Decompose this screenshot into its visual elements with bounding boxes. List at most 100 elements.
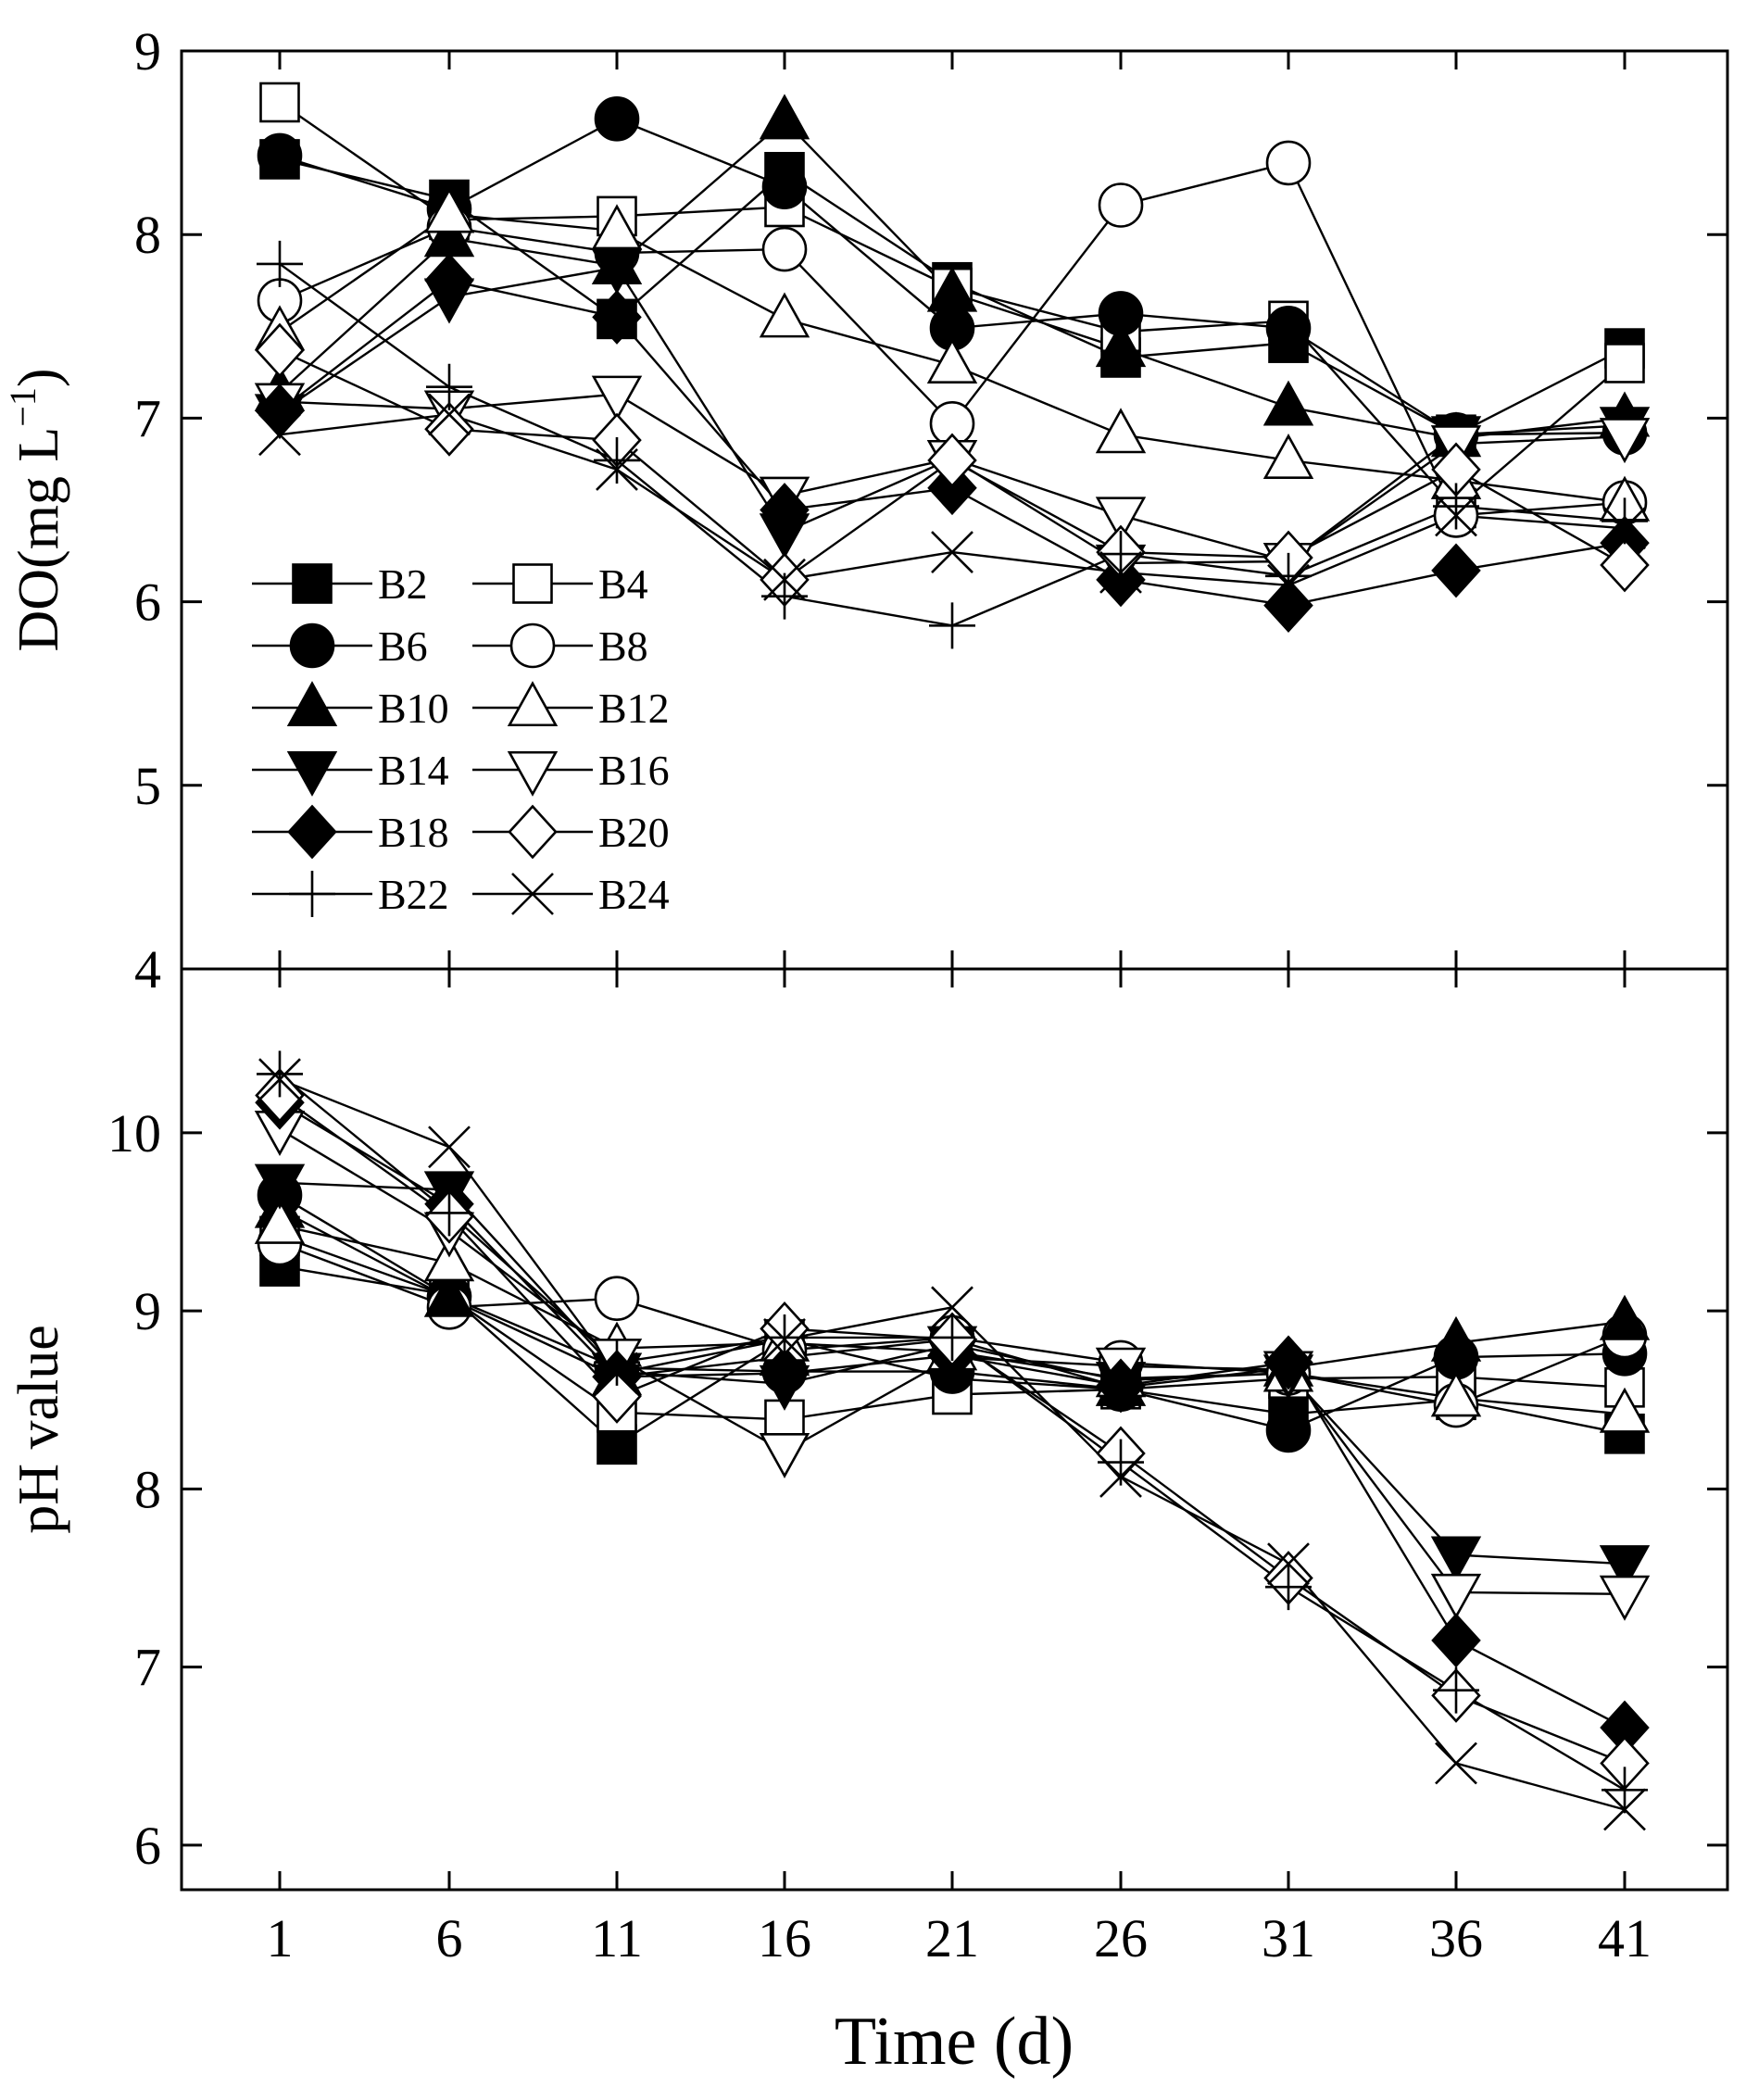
x-tick-label: 41 (1598, 1908, 1652, 1968)
point-B12-36 (1430, 1371, 1482, 1417)
point-B24-1 (258, 1058, 301, 1101)
point-B24-31 (1267, 1542, 1310, 1586)
point-B22-36 (1433, 1666, 1479, 1714)
point-B24-26 (1099, 1455, 1142, 1498)
legend-item-B10: B10 (252, 681, 449, 732)
legend-item-B20: B20 (472, 804, 670, 860)
legend-item-B2: B2 (252, 560, 428, 608)
point-B12-21 (926, 337, 978, 384)
point-B22-6 (426, 363, 472, 410)
point-B10-16 (759, 94, 810, 140)
point-B18-11 (592, 289, 642, 345)
x-axis-title: Time (d) (835, 2004, 1074, 2080)
legend-item-B16: B16 (472, 747, 670, 797)
point-B16-36 (1430, 1573, 1482, 1619)
point-B12-1 (254, 1198, 306, 1244)
point-B22-31 (1265, 1564, 1312, 1611)
point-B8-11 (594, 1276, 640, 1321)
legend-marker-B24 (511, 873, 554, 915)
legend-item-B6: B6 (252, 622, 428, 670)
point-B24-26 (1099, 550, 1142, 594)
point-B24-6 (428, 1125, 471, 1169)
x-tick-label: 26 (1094, 1908, 1148, 1968)
legend-item-B12: B12 (472, 681, 670, 732)
point-B18-26 (1096, 1358, 1146, 1414)
ph-y-tick-label: 7 (134, 1638, 161, 1698)
legend-marker-B20 (508, 804, 558, 860)
do-y-tick-label: 8 (134, 205, 161, 265)
point-B22-11 (594, 1339, 640, 1386)
legend-marker-B14 (286, 750, 338, 797)
point-B16-26 (1095, 497, 1147, 543)
point-B12-26 (1095, 408, 1147, 454)
x-tick-label: 1 (267, 1908, 294, 1968)
point-B14-41 (1599, 1545, 1651, 1591)
point-B10-31 (1262, 380, 1314, 426)
legend-item-B24: B24 (472, 871, 670, 918)
legend-marker-B2 (292, 563, 333, 604)
ph-y-tick-label: 8 (134, 1459, 161, 1519)
legend-label-B14: B14 (378, 747, 449, 794)
point-B12-31 (1262, 434, 1314, 480)
point-B22-16 (761, 1314, 808, 1361)
legend-marker-B4 (512, 563, 553, 604)
series-line-B24 (279, 1078, 1626, 1811)
point-B18-31 (1263, 1335, 1313, 1390)
point-B24-6 (428, 393, 471, 436)
point-B22-6 (426, 1189, 472, 1237)
legend-label-B24: B24 (598, 871, 670, 918)
legend-label-B12: B12 (598, 685, 670, 732)
ph-plot-frame (180, 967, 1729, 1892)
do-y-axis-label-text: DO(mg L (7, 427, 70, 652)
do-y-tick-label: 7 (134, 388, 161, 448)
point-B14-36 (1430, 1536, 1482, 1582)
point-B24-36 (1435, 1742, 1477, 1785)
x-tick-label: 21 (925, 1908, 979, 1968)
point-B18-36 (1431, 543, 1481, 598)
do-y-tick-label: 4 (134, 939, 161, 1000)
ph-panel: 6 7 8 9 10 pH value (7, 967, 1729, 1892)
x-tick-label: 36 (1429, 1908, 1483, 1968)
point-B8-31 (1265, 140, 1312, 186)
point-B20-41 (1600, 537, 1650, 593)
point-B4-41 (1604, 343, 1645, 384)
point-B18-31 (1263, 578, 1313, 633)
point-B10-26 (1095, 321, 1147, 368)
point-B22-31 (1265, 552, 1312, 599)
point-B22-21 (929, 602, 975, 649)
point-B24-16 (763, 1317, 806, 1361)
point-B18-36 (1431, 1613, 1481, 1668)
point-B10-41 (1599, 1294, 1651, 1340)
point-B18-16 (760, 1346, 810, 1401)
point-B20-21 (927, 433, 977, 488)
point-B24-11 (596, 447, 638, 491)
point-B24-21 (931, 531, 973, 574)
legend-item-B14: B14 (252, 747, 449, 797)
point-B6-1 (257, 132, 303, 179)
point-B20-1 (255, 322, 305, 378)
point-B10-36 (1430, 1315, 1482, 1362)
point-B22-1 (257, 1050, 303, 1098)
x-tick-label: 6 (436, 1908, 463, 1968)
legend-label-B22: B22 (378, 871, 449, 918)
point-B4-1 (259, 82, 300, 123)
legend-label-B8: B8 (598, 622, 648, 670)
legend-label-B18: B18 (378, 809, 449, 856)
point-B12-6 (423, 187, 475, 233)
ph-y-axis-label: pH value (7, 1325, 70, 1534)
x-tick-label: 31 (1262, 1908, 1315, 1968)
legend-marker-B22 (289, 871, 335, 917)
point-B6-11 (594, 96, 640, 142)
point-B22-36 (1433, 483, 1479, 530)
series-line-B20 (279, 1094, 1626, 1765)
legend-label-B6: B6 (378, 622, 428, 670)
point-B12-41 (1599, 1387, 1651, 1433)
point-B20-6 (424, 401, 474, 457)
point-B24-31 (1267, 563, 1310, 607)
legend-label-B10: B10 (378, 685, 449, 732)
legend-item-B18: B18 (252, 804, 449, 860)
point-B18-26 (1096, 552, 1146, 608)
